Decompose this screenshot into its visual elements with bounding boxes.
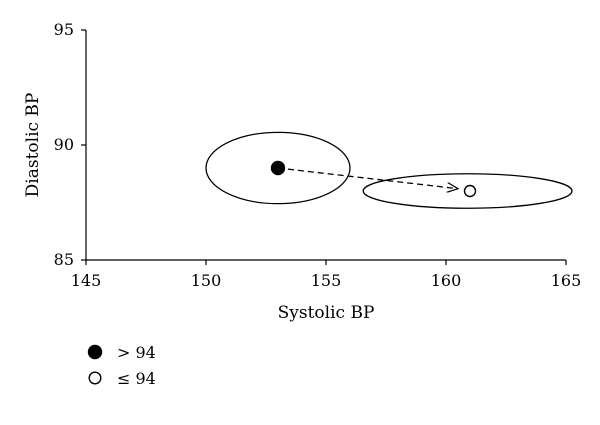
x-tick-label: 160 bbox=[431, 271, 462, 290]
series-1-ellipse bbox=[362, 173, 573, 209]
confidence-ellipses bbox=[205, 131, 573, 209]
annotations bbox=[277, 167, 458, 189]
y-axis-label: Diastolic BP bbox=[23, 93, 43, 198]
x-axis-label: Systolic BP bbox=[278, 303, 375, 323]
legend-label-1: ≤ 94 bbox=[117, 369, 156, 388]
x-tick-label: 145 bbox=[71, 271, 102, 290]
legend-marker-0 bbox=[87, 344, 103, 360]
x-tick-label: 165 bbox=[551, 271, 582, 290]
x-tick-label: 150 bbox=[191, 271, 222, 290]
y-tick-label: 85 bbox=[54, 250, 74, 269]
x-axis-ticks: 145 150 155 160 165 bbox=[71, 260, 582, 290]
y-tick-label: 95 bbox=[54, 20, 74, 39]
change-arrow bbox=[277, 167, 458, 189]
series-0-ellipse bbox=[205, 131, 351, 205]
x-tick-label: 155 bbox=[311, 271, 342, 290]
series-1-point bbox=[463, 184, 477, 198]
series-0-point bbox=[270, 160, 286, 176]
legend-label-0: > 94 bbox=[117, 343, 156, 362]
legend-marker-1 bbox=[88, 371, 102, 385]
y-tick-label: 90 bbox=[54, 135, 74, 154]
axes bbox=[85, 30, 566, 261]
legend: > 94 ≤ 94 bbox=[87, 343, 156, 388]
y-axis-ticks: 85 90 95 bbox=[54, 20, 86, 269]
data-points bbox=[270, 160, 477, 198]
